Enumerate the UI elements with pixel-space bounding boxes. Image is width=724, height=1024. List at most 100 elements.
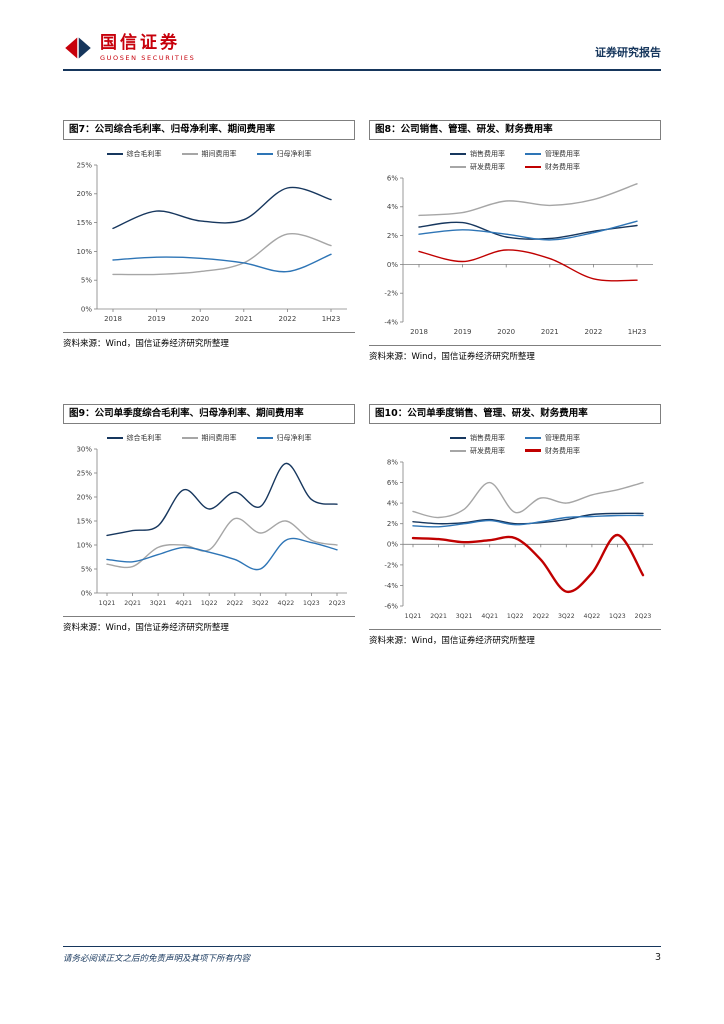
x-tick-label: 1Q23 (609, 613, 626, 620)
figure-title: 图7：公司综合毛利率、归母净利率、期间费用率 (63, 120, 355, 140)
x-tick-label: 3Q21 (456, 613, 473, 620)
legend-line-swatch (256, 436, 273, 439)
brand-block: 国信证券 GUOSEN SECURITIES (63, 34, 195, 62)
figure-title: 图8：公司销售、管理、研发、财务费用率 (369, 120, 661, 140)
legend-line-swatch (525, 152, 541, 155)
series-line (418, 182, 638, 216)
chart-legend: 销售费用率 管理费用率 研发费用率 财务费用率 (418, 433, 613, 456)
y-tick-label: 0% (387, 261, 398, 269)
legend-item: 综合毛利率 (106, 433, 162, 443)
legend-line-swatch (106, 152, 123, 155)
y-tick-label: 6% (387, 174, 398, 182)
y-tick-label: 2% (387, 520, 398, 528)
x-tick-label: 3Q21 (150, 600, 167, 607)
x-tick-label: 1Q22 (507, 613, 524, 620)
figure-7: 图7：公司综合毛利率、归母净利率、期间费用率综合毛利率 期间费用率 归母净利率 0% 5… (63, 120, 355, 362)
line-chart: 0% 5% 10% 15% 20% 25% 30% 1Q21 2Q21 3Q21 4Q21 1Q22 2… (76, 445, 347, 607)
legend-label: 财务费用率 (545, 162, 580, 171)
legend-label: 销售费用率 (470, 149, 505, 158)
y-tick-label: 0% (387, 540, 398, 548)
x-tick-label: 4Q21 (175, 600, 192, 607)
series-line (412, 514, 644, 528)
series-line (112, 253, 332, 273)
footer-disclaimer: 请务必阅读正文之后的免责声明及其项下所有内容 (63, 954, 251, 964)
figure-title: 图9：公司单季度综合毛利率、归母净利率、期间费用率 (63, 403, 355, 424)
legend-label: 销售费用率 (470, 433, 505, 442)
x-tick-label: 2022 (584, 328, 602, 336)
y-tick-label: 0% (81, 589, 92, 597)
y-tick-label: 5% (81, 276, 92, 284)
y-tick-label: 6% (387, 479, 398, 487)
series-line (112, 186, 332, 229)
x-tick-label: 2Q23 (329, 600, 346, 607)
figure-source: 资料来源：Wind，国信证券经济研究所整理 (63, 331, 355, 349)
x-tick-label: 2021 (235, 315, 253, 323)
series-line (418, 220, 638, 241)
legend-item: 销售费用率 (450, 433, 505, 443)
x-tick-label: 2Q21 (430, 613, 447, 620)
page-header: 国信证券 GUOSEN SECURITIES 证券研究报告 (63, 34, 661, 71)
series-line (412, 481, 644, 518)
x-tick-label: 1Q23 (303, 600, 320, 607)
y-tick-label: -4% (384, 318, 398, 326)
x-tick-label: 1Q22 (201, 600, 218, 607)
x-tick-label: 2020 (497, 328, 515, 336)
page-number: 3 (654, 952, 661, 963)
legend-item: 研发费用率 (450, 162, 505, 172)
y-tick-label: 15% (76, 219, 92, 227)
legend-line-swatch (450, 436, 466, 439)
series-line (106, 537, 338, 571)
x-tick-label: 1H23 (322, 315, 341, 323)
legend-item: 管理费用率 (525, 149, 580, 159)
y-tick-label: -6% (384, 602, 398, 610)
y-tick-label: 0% (81, 305, 92, 313)
legend-item: 研发费用率 (450, 446, 505, 456)
y-tick-label: 2% (387, 232, 398, 240)
report-type-label: 证券研究报告 (595, 45, 661, 59)
x-tick-label: 3Q22 (252, 600, 269, 607)
legend-item: 财务费用率 (525, 162, 580, 172)
series-line (106, 517, 338, 568)
chart-legend: 综合毛利率 期间费用率 归母净利率 (63, 433, 355, 443)
line-chart: -4% -2% 0% 2% 4% 6% 2018 2019 2020 2021 2022 1H23 (384, 174, 653, 336)
y-tick-label: 10% (76, 248, 92, 256)
legend-label: 综合毛利率 (126, 433, 162, 442)
x-tick-label: 1Q21 (405, 613, 422, 620)
legend-line-swatch (525, 449, 541, 453)
legend-line-swatch (181, 152, 198, 155)
legend-label: 管理费用率 (545, 149, 580, 158)
y-tick-label: 5% (81, 565, 92, 573)
y-tick-label: 4% (387, 499, 398, 507)
x-tick-label: 1Q21 (99, 600, 116, 607)
y-tick-label: 4% (387, 203, 398, 211)
chart-legend: 综合毛利率 期间费用率 归母净利率 (63, 149, 355, 159)
legend-label: 归母净利率 (276, 433, 312, 442)
brand-name-en: GUOSEN SECURITIES (100, 53, 196, 62)
y-tick-label: 20% (76, 493, 92, 501)
figure-source: 资料来源：Wind，国信证券经济研究所整理 (369, 344, 661, 362)
legend-item: 销售费用率 (450, 149, 505, 159)
legend-label: 综合毛利率 (126, 149, 162, 158)
x-tick-label: 2020 (191, 315, 209, 323)
series-line (412, 512, 644, 525)
figure-source: 资料来源：Wind，国信证券经济研究所整理 (63, 615, 355, 633)
x-tick-label: 2018 (410, 328, 428, 336)
y-tick-label: 25% (76, 469, 92, 477)
legend-label: 归母净利率 (276, 149, 312, 158)
x-tick-label: 2022 (278, 315, 296, 323)
y-tick-label: 8% (387, 458, 398, 466)
page-footer: 请务必阅读正文之后的免责声明及其项下所有内容 3 (63, 946, 661, 964)
x-tick-label: 2Q21 (124, 600, 141, 607)
x-tick-label: 1H23 (628, 328, 647, 336)
legend-line-swatch (106, 436, 123, 439)
legend-line-swatch (525, 436, 541, 439)
series-line (418, 249, 638, 282)
y-tick-label: 15% (76, 517, 92, 525)
series-line (106, 462, 338, 536)
y-tick-label: -2% (384, 289, 398, 297)
figures-grid: 图7：公司综合毛利率、归母净利率、期间费用率综合毛利率 期间费用率 归母净利率 0% 5… (63, 120, 661, 646)
legend-item: 归母净利率 (256, 433, 312, 443)
x-tick-label: 2019 (454, 328, 472, 336)
y-tick-label: -2% (384, 561, 398, 569)
